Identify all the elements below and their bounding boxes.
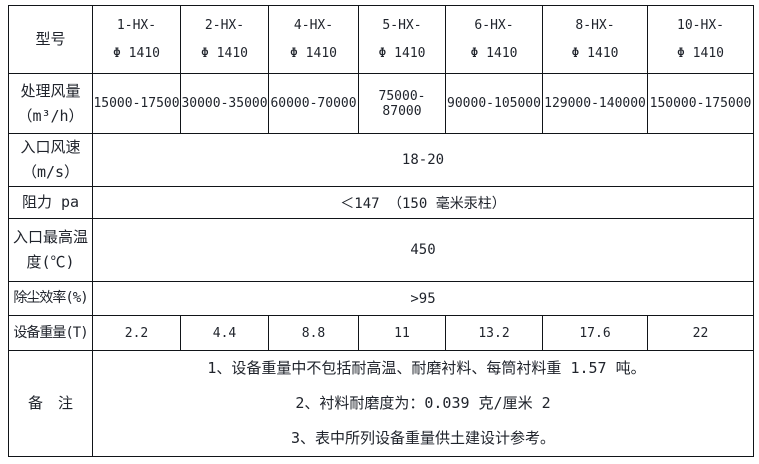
model-prefix: 5-HX- bbox=[382, 17, 422, 33]
max-temp-label-line1: 入口最高温 bbox=[12, 228, 88, 246]
inlet-speed-row: 入口风速 （m/s） 18-20 bbox=[8, 133, 754, 187]
model-cell-4: 4-HX- Φ 1410 bbox=[268, 5, 359, 74]
spec-table: 型号 1-HX- Φ 1410 2-HX- Φ 1410 4-HX- Φ 141… bbox=[8, 5, 754, 457]
row-label-remarks: 备 注 bbox=[8, 350, 93, 457]
model-prefix: 8-HX- bbox=[575, 17, 615, 33]
airflow-value-cell: 15000-17500 bbox=[92, 73, 181, 134]
remarks-content: 1、设备重量中不包括耐高温、耐磨衬料、每筒衬料重 1.57 吨。 2、衬料耐磨度… bbox=[92, 350, 754, 457]
model-cell-2: 2-HX- Φ 1410 bbox=[180, 5, 269, 74]
airflow-value-cell: 60000-70000 bbox=[268, 73, 359, 134]
model-cell-1: 1-HX- Φ 1410 bbox=[92, 5, 181, 74]
model-cell-10: 10-HX- Φ 1410 bbox=[647, 5, 754, 74]
resistance-value: ＜147 （150 毫米汞柱） bbox=[92, 186, 754, 219]
row-label-max-temp: 入口最高温 度(℃) bbox=[8, 218, 93, 282]
airflow-value-cell: 150000-175000 bbox=[647, 73, 754, 134]
airflow-value-cell: 75000-87000 bbox=[358, 73, 446, 134]
model-row: 型号 1-HX- Φ 1410 2-HX- Φ 1410 4-HX- Φ 141… bbox=[8, 5, 754, 74]
efficiency-value: >95 bbox=[92, 281, 754, 316]
remark-line-2: 2、衬料耐磨度为：0.039 克/厘米 2 bbox=[295, 394, 551, 412]
model-prefix: 2-HX- bbox=[204, 17, 245, 33]
weight-value-cell: 17.6 bbox=[542, 315, 648, 351]
model-diameter: Φ 1410 bbox=[290, 45, 337, 61]
airflow-label-unit: （m³/h） bbox=[17, 106, 84, 125]
weight-value-cell: 11 bbox=[358, 315, 446, 351]
remark-line-3: 3、表中所列设备重量供土建设计参考。 bbox=[290, 429, 556, 447]
remarks-row: 备 注 1、设备重量中不包括耐高温、耐磨衬料、每筒衬料重 1.57 吨。 2、衬… bbox=[8, 350, 754, 457]
model-diameter: Φ 1410 bbox=[113, 45, 160, 61]
inlet-speed-value: 18-20 bbox=[92, 133, 754, 187]
row-label-airflow: 处理风量 （m³/h） bbox=[8, 73, 93, 134]
inlet-speed-label-line1: 入口风速 bbox=[20, 138, 81, 156]
row-label-efficiency: 除尘效率(%) bbox=[8, 281, 93, 316]
weight-row: 设备重量(T) 2.2 4.4 8.8 11 13.2 17.6 22 bbox=[8, 315, 754, 351]
airflow-value-cell: 129000-140000 bbox=[542, 73, 648, 134]
weight-value-cell: 13.2 bbox=[445, 315, 543, 351]
airflow-label-line1: 处理风量 bbox=[20, 81, 81, 100]
row-label-inlet-speed: 入口风速 （m/s） bbox=[8, 133, 93, 187]
weight-value-cell: 2.2 bbox=[92, 315, 181, 351]
model-diameter: Φ 1410 bbox=[677, 45, 724, 61]
airflow-row: 处理风量 （m³/h） 15000-17500 30000-35000 6000… bbox=[8, 73, 754, 134]
model-diameter: Φ 1410 bbox=[378, 45, 426, 61]
model-diameter: Φ 1410 bbox=[571, 45, 619, 61]
model-prefix: 6-HX- bbox=[474, 17, 514, 33]
inlet-speed-label-unit: （m/s） bbox=[21, 163, 80, 181]
max-temp-label-line2: 度(℃) bbox=[26, 253, 75, 271]
efficiency-row: 除尘效率(%) >95 bbox=[8, 281, 754, 316]
model-diameter: Φ 1410 bbox=[470, 45, 518, 61]
model-prefix: 4-HX- bbox=[293, 17, 334, 33]
weight-value-cell: 8.8 bbox=[268, 315, 359, 351]
model-cell-5: 5-HX- Φ 1410 bbox=[358, 5, 446, 74]
row-label-resistance: 阻力 pa bbox=[8, 186, 93, 219]
row-label-model: 型号 bbox=[8, 5, 93, 74]
remark-line-1: 1、设备重量中不包括耐高温、耐磨衬料、每筒衬料重 1.57 吨。 bbox=[207, 359, 646, 377]
model-prefix: 1-HX- bbox=[116, 17, 157, 33]
model-prefix: 10-HX- bbox=[677, 17, 724, 33]
resistance-row: 阻力 pa ＜147 （150 毫米汞柱） bbox=[8, 186, 754, 219]
max-temp-value: 450 bbox=[92, 218, 754, 282]
row-label-weight: 设备重量(T) bbox=[8, 315, 93, 351]
model-cell-6: 6-HX- Φ 1410 bbox=[445, 5, 543, 74]
max-temp-row: 入口最高温 度(℃) 450 bbox=[8, 218, 754, 282]
model-diameter: Φ 1410 bbox=[201, 45, 248, 61]
airflow-value-cell: 90000-105000 bbox=[445, 73, 543, 134]
weight-value-cell: 4.4 bbox=[180, 315, 269, 351]
weight-value-cell: 22 bbox=[647, 315, 754, 351]
airflow-value-cell: 30000-35000 bbox=[180, 73, 269, 134]
model-cell-8: 8-HX- Φ 1410 bbox=[542, 5, 648, 74]
